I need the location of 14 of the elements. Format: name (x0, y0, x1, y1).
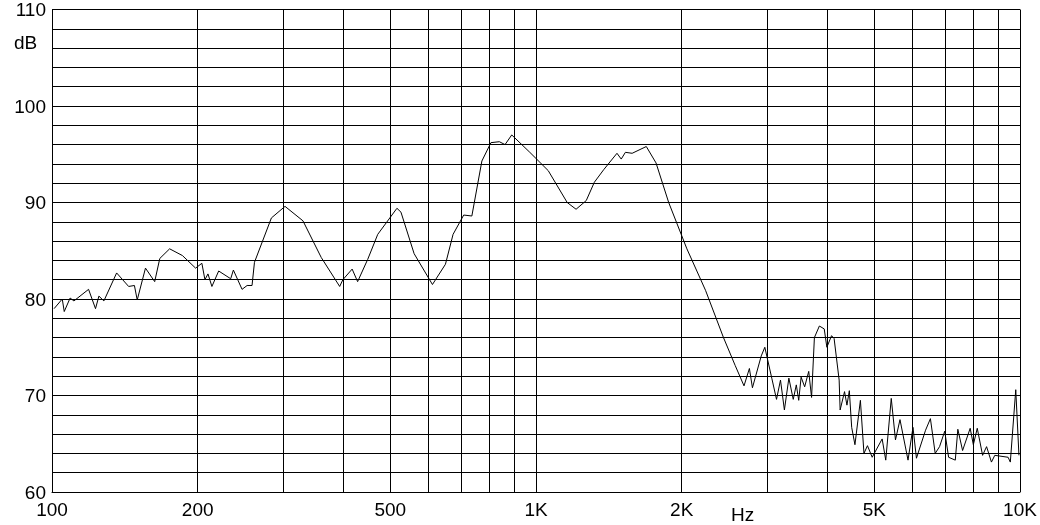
x-tick-label: 2K (670, 499, 694, 520)
x-axis-title: Hz (731, 504, 755, 525)
y-tick-label: 80 (24, 288, 46, 310)
x-tick-label: 10K (1003, 499, 1038, 520)
y-tick-label: 70 (24, 385, 46, 406)
y-tick-label: 60 (24, 481, 46, 503)
x-tick-label: 5K (862, 499, 887, 520)
y-axis-title: dB (14, 32, 38, 53)
y-tick-label: 90 (24, 192, 46, 213)
x-tick-label: 500 (374, 499, 407, 520)
x-tick-label: 1K (524, 499, 548, 520)
y-tick-label: 100 (14, 95, 46, 117)
y-tick-label: 110 (15, 0, 46, 20)
x-tick-label: 200 (181, 499, 214, 520)
